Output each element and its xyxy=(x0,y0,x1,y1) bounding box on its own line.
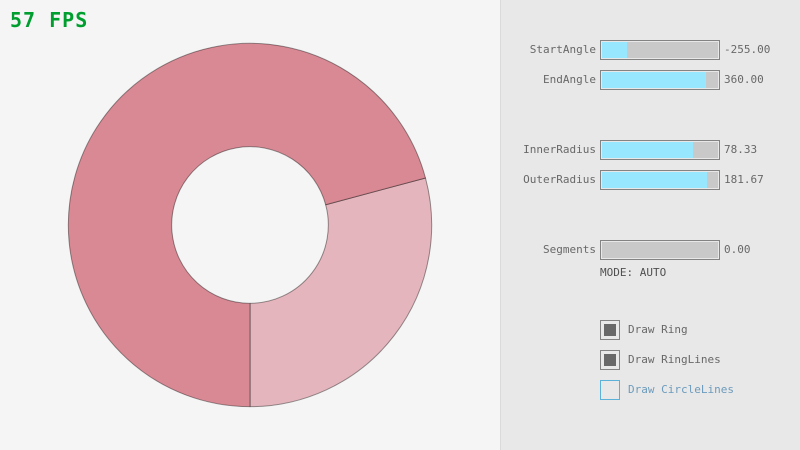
outerradius-slider[interactable] xyxy=(600,170,720,190)
slider-row-innerradius: InnerRadius 78.33 xyxy=(0,140,800,160)
innerradius-label: InnerRadius xyxy=(523,143,596,156)
draw-ring-label: Draw Ring xyxy=(628,323,688,336)
draw-ring-checkbox[interactable] xyxy=(600,320,620,340)
slider-row-outerradius: OuterRadius 181.67 xyxy=(0,170,800,190)
draw-ringlines-label: Draw RingLines xyxy=(628,353,721,366)
ring-canvas xyxy=(67,42,433,408)
slider-fill xyxy=(602,72,707,88)
endangle-slider[interactable] xyxy=(600,70,720,90)
slider-fill xyxy=(602,172,708,188)
mode-indicator: MODE: AUTO xyxy=(600,266,667,279)
innerradius-value: 78.33 xyxy=(724,143,758,156)
endangle-value: 360.00 xyxy=(724,73,764,86)
draw-ringlines-checkbox[interactable] xyxy=(600,350,620,370)
slider-fill xyxy=(602,142,693,158)
segments-label: Segments xyxy=(543,243,596,256)
startangle-value: -255.00 xyxy=(724,43,771,56)
slider-track xyxy=(602,42,718,58)
segments-value: 0.00 xyxy=(724,243,751,256)
slider-track xyxy=(602,242,718,258)
checkmark xyxy=(604,354,616,366)
checkmark xyxy=(604,324,616,336)
innerradius-slider[interactable] xyxy=(600,140,720,160)
slider-track xyxy=(602,142,718,158)
draw-circlelines-checkbox[interactable] xyxy=(600,380,620,400)
slider-row-segments: Segments 0.00 xyxy=(0,240,800,260)
startangle-slider[interactable] xyxy=(600,40,720,60)
slider-row-endangle: EndAngle 360.00 xyxy=(0,70,800,90)
slider-fill xyxy=(602,42,628,58)
fps-counter: 57 FPS xyxy=(10,8,89,32)
slider-track xyxy=(602,172,718,188)
endangle-label: EndAngle xyxy=(543,73,596,86)
ring-sector xyxy=(249,177,433,408)
startangle-label: StartAngle xyxy=(529,43,596,56)
outerradius-label: OuterRadius xyxy=(523,173,596,186)
slider-track xyxy=(602,72,718,88)
slider-row-startangle: StartAngle -255.00 xyxy=(0,40,800,60)
ring-sector xyxy=(67,42,427,408)
draw-circlelines-label: Draw CircleLines xyxy=(628,383,734,396)
segments-slider[interactable] xyxy=(600,240,720,260)
outerradius-value: 181.67 xyxy=(724,173,764,186)
